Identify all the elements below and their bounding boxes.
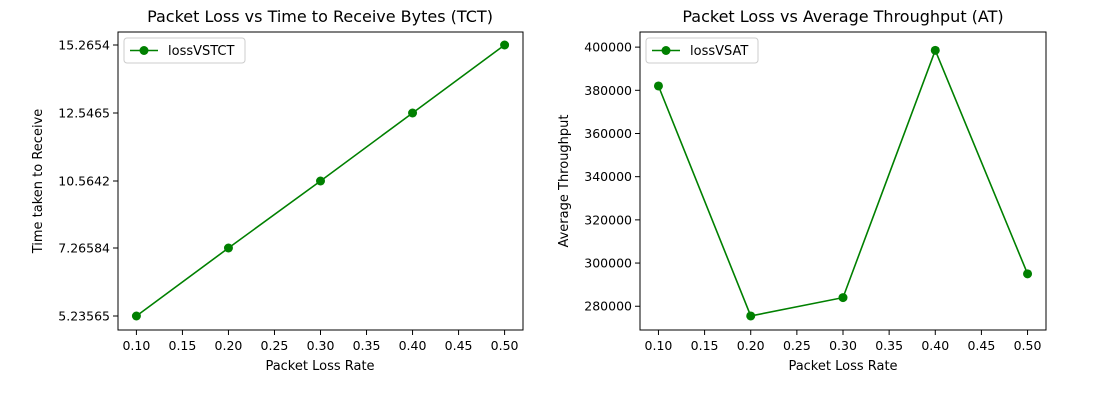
ticks-right: 0.10 0.15 0.20 0.25 0.30 0.35 0.40 0.45 0.50 2800… [584,40,1041,353]
data-point-right-3 [930,45,940,55]
x-tick-label-left: 0.40 [399,338,427,353]
data-point-right-4 [1023,269,1033,279]
x-tick-label-right: 0.50 [1014,338,1042,353]
data-point-left-4 [500,40,510,50]
legend-marker-right [661,46,671,55]
data-point-right-0 [653,81,663,91]
x-tick-label-left: 0.25 [261,338,289,353]
y-tick-label-left: 15.2654 [58,38,110,53]
x-tick-label-right: 0.20 [737,338,765,353]
y-tick-label-right: 400000 [584,40,632,55]
y-tick-label-right: 340000 [584,169,632,184]
x-tick-label-left: 0.30 [307,338,335,353]
y-tick-label-left: 7.26584 [58,241,110,256]
y-tick-label-right: 320000 [584,212,632,227]
series-right [653,45,1033,321]
data-point-left-0 [131,311,141,321]
y-axis-label-left: Time taken to Receive [31,109,46,255]
y-tick-label-left: 5.23565 [58,309,110,324]
chart-left: Packet Loss vs Time to Receive Bytes (TC… [31,7,524,374]
x-tick-label-right: 0.10 [645,338,673,353]
x-tick-label-left: 0.20 [215,338,243,353]
y-tick-label-left: 10.5642 [58,174,110,189]
x-tick-label-right: 0.40 [921,338,949,353]
legend-box-left [123,37,246,64]
y-tick-label-right: 300000 [584,256,632,271]
data-point-left-1 [223,243,233,253]
x-tick-label-right: 0.45 [967,338,995,353]
legend-right: lossVSAT [645,37,759,64]
y-tick-label-right: 360000 [584,126,632,141]
data-point-left-2 [316,176,325,186]
x-tick-label-right: 0.30 [829,338,857,353]
data-point-left-3 [408,108,418,118]
legend-label-right: lossVSAT [690,44,748,59]
ticks-left: 0.10 0.15 0.20 0.25 0.30 0.35 0.40 0.45 0.50 5.23… [58,38,518,354]
x-tick-label-left: 0.35 [353,338,381,353]
data-point-right-2 [838,293,848,303]
y-tick-label-right: 280000 [584,299,632,314]
y-tick-label-right: 380000 [584,83,632,98]
data-point-right-1 [746,311,756,321]
chart-right: Packet Loss vs Average Throughput (AT) P… [557,7,1047,374]
y-axis-label-right: Average Throughput [557,114,572,247]
chart-title-right: Packet Loss vs Average Throughput (AT) [682,7,1003,26]
y-tick-label-left: 12.5465 [58,106,110,121]
x-tick-label-left: 0.45 [445,338,473,353]
x-axis-label-left: Packet Loss Rate [265,359,374,374]
x-tick-label-left: 0.50 [491,338,519,353]
x-tick-label-left: 0.15 [169,338,197,353]
x-tick-label-right: 0.25 [783,338,811,353]
chart-title-left: Packet Loss vs Time to Receive Bytes (TC… [147,7,493,26]
series-line-right [657,48,1029,317]
legend-label-left: lossVSTCT [168,44,235,59]
legend-marker-left [139,46,149,55]
x-tick-label-right: 0.15 [691,338,719,353]
series-left [131,40,510,321]
x-tick-label-right: 0.35 [875,338,903,353]
legend-left: lossVSTCT [123,37,246,64]
legend-box-right [645,37,759,64]
plot-frame-right [639,31,1047,331]
x-tick-label-left: 0.10 [122,338,150,353]
x-axis-label-right: Packet Loss Rate [788,359,897,374]
